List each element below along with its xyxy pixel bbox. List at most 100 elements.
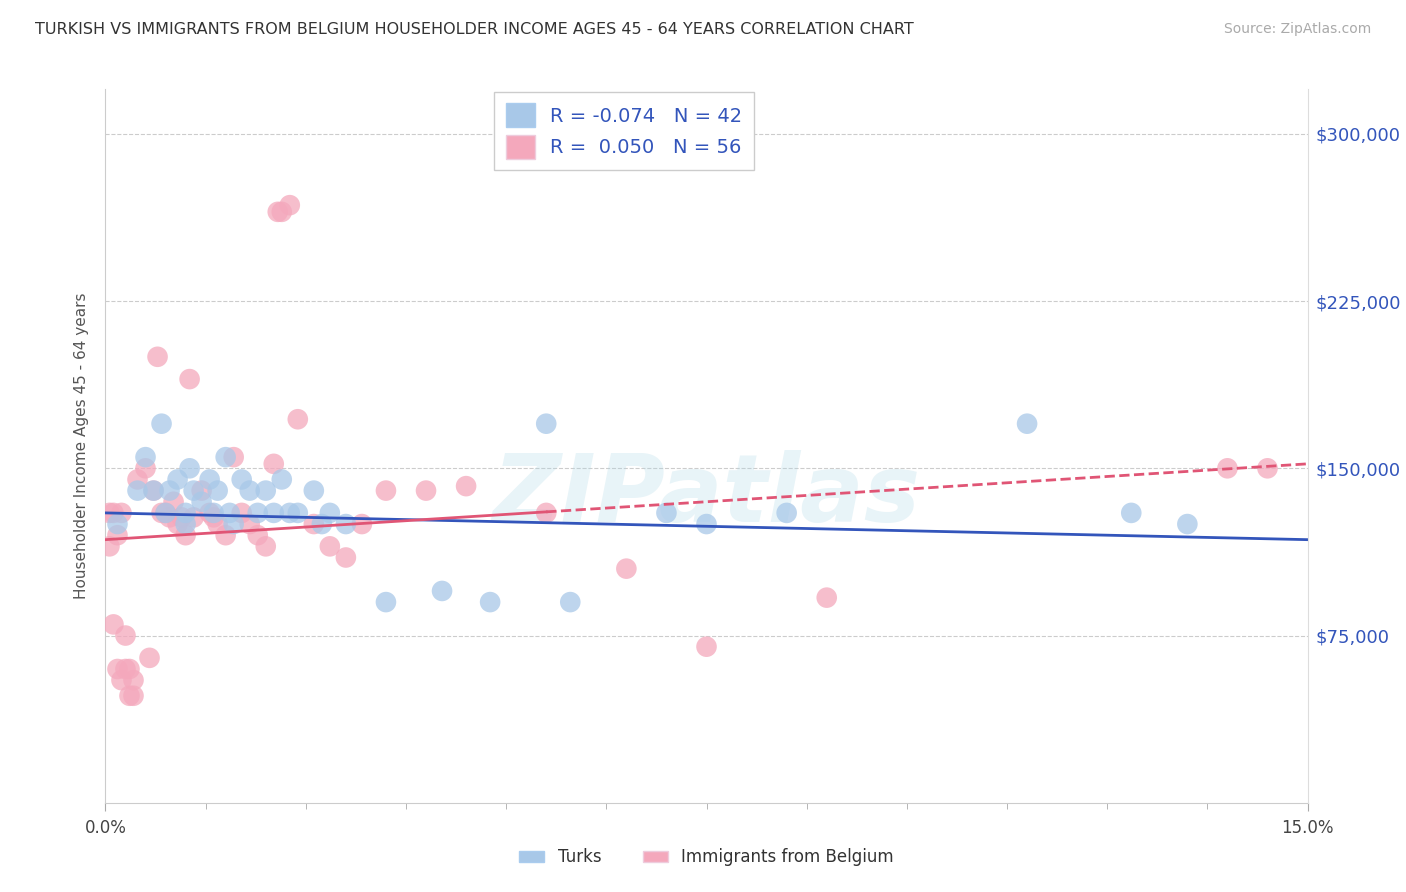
Point bbox=[202, 510, 225, 524]
Point bbox=[560, 595, 582, 609]
Point bbox=[302, 483, 325, 498]
Point bbox=[319, 506, 342, 520]
Point bbox=[190, 494, 212, 508]
Point bbox=[222, 517, 245, 532]
Point bbox=[98, 539, 121, 553]
Point bbox=[159, 510, 181, 524]
Point bbox=[103, 506, 125, 520]
Point bbox=[456, 479, 478, 493]
Text: ZIPatlas: ZIPatlas bbox=[492, 450, 921, 542]
Point bbox=[183, 483, 205, 498]
Point bbox=[107, 662, 129, 676]
Point bbox=[479, 595, 502, 609]
Point bbox=[246, 506, 269, 520]
Point bbox=[107, 517, 129, 532]
Text: TURKISH VS IMMIGRANTS FROM BELGIUM HOUSEHOLDER INCOME AGES 45 - 64 YEARS CORRELA: TURKISH VS IMMIGRANTS FROM BELGIUM HOUSE… bbox=[35, 22, 914, 37]
Point bbox=[263, 457, 285, 471]
Point bbox=[815, 591, 838, 605]
Point bbox=[155, 506, 177, 520]
Point bbox=[239, 517, 262, 532]
Point bbox=[138, 651, 160, 665]
Point bbox=[1121, 506, 1143, 520]
Point bbox=[98, 506, 121, 520]
Point bbox=[218, 506, 240, 520]
Point bbox=[1015, 417, 1038, 431]
Point bbox=[287, 412, 309, 426]
Point bbox=[110, 673, 132, 687]
Point bbox=[254, 539, 277, 553]
Point bbox=[246, 528, 269, 542]
Point bbox=[696, 517, 718, 532]
Point bbox=[214, 528, 236, 542]
Point bbox=[278, 506, 301, 520]
Point bbox=[179, 372, 201, 386]
Point bbox=[616, 562, 638, 576]
Point bbox=[287, 506, 309, 520]
Point bbox=[127, 483, 149, 498]
Point bbox=[231, 506, 253, 520]
Point bbox=[302, 517, 325, 532]
Point bbox=[374, 595, 398, 609]
Point bbox=[335, 550, 357, 565]
Point bbox=[231, 473, 253, 487]
Point bbox=[214, 450, 236, 464]
Point bbox=[430, 583, 453, 598]
Point bbox=[278, 198, 301, 212]
Point bbox=[190, 483, 212, 498]
Point bbox=[270, 473, 292, 487]
Point bbox=[350, 517, 373, 532]
Point bbox=[103, 617, 125, 632]
Point bbox=[155, 506, 177, 520]
Point bbox=[263, 506, 285, 520]
Point bbox=[150, 417, 173, 431]
Point bbox=[207, 517, 229, 532]
Point bbox=[122, 673, 145, 687]
Point bbox=[166, 473, 188, 487]
Point bbox=[146, 350, 169, 364]
Point bbox=[183, 510, 205, 524]
Point bbox=[1216, 461, 1239, 475]
Point bbox=[254, 483, 277, 498]
Point bbox=[174, 506, 197, 520]
Point bbox=[142, 483, 165, 498]
Point bbox=[202, 506, 225, 520]
Point bbox=[179, 461, 201, 475]
Point bbox=[127, 473, 149, 487]
Point bbox=[267, 204, 290, 219]
Point bbox=[110, 506, 132, 520]
Point bbox=[222, 450, 245, 464]
Point bbox=[374, 483, 398, 498]
Point bbox=[776, 506, 799, 520]
Y-axis label: Householder Income Ages 45 - 64 years: Householder Income Ages 45 - 64 years bbox=[75, 293, 90, 599]
Point bbox=[1257, 461, 1279, 475]
Point bbox=[534, 506, 557, 520]
Point bbox=[534, 417, 557, 431]
Point bbox=[174, 528, 197, 542]
Point bbox=[118, 689, 141, 703]
Point bbox=[122, 689, 145, 703]
Point bbox=[696, 640, 718, 654]
Point bbox=[311, 517, 333, 532]
Point bbox=[319, 539, 342, 553]
Point bbox=[655, 506, 678, 520]
Point bbox=[142, 483, 165, 498]
Point bbox=[159, 483, 181, 498]
Point bbox=[107, 528, 129, 542]
Point bbox=[415, 483, 437, 498]
Point bbox=[198, 473, 221, 487]
Point bbox=[207, 483, 229, 498]
Text: Source: ZipAtlas.com: Source: ZipAtlas.com bbox=[1223, 22, 1371, 37]
Point bbox=[1175, 517, 1198, 532]
Point bbox=[198, 506, 221, 520]
Point bbox=[170, 510, 193, 524]
Point bbox=[114, 628, 136, 642]
Point bbox=[162, 494, 184, 508]
Point bbox=[118, 662, 141, 676]
Point bbox=[114, 662, 136, 676]
Point bbox=[270, 204, 292, 219]
Legend: Turks, Immigrants from Belgium: Turks, Immigrants from Belgium bbox=[513, 842, 900, 873]
Point bbox=[135, 461, 157, 475]
Point bbox=[335, 517, 357, 532]
Point bbox=[174, 517, 197, 532]
Point bbox=[150, 506, 173, 520]
